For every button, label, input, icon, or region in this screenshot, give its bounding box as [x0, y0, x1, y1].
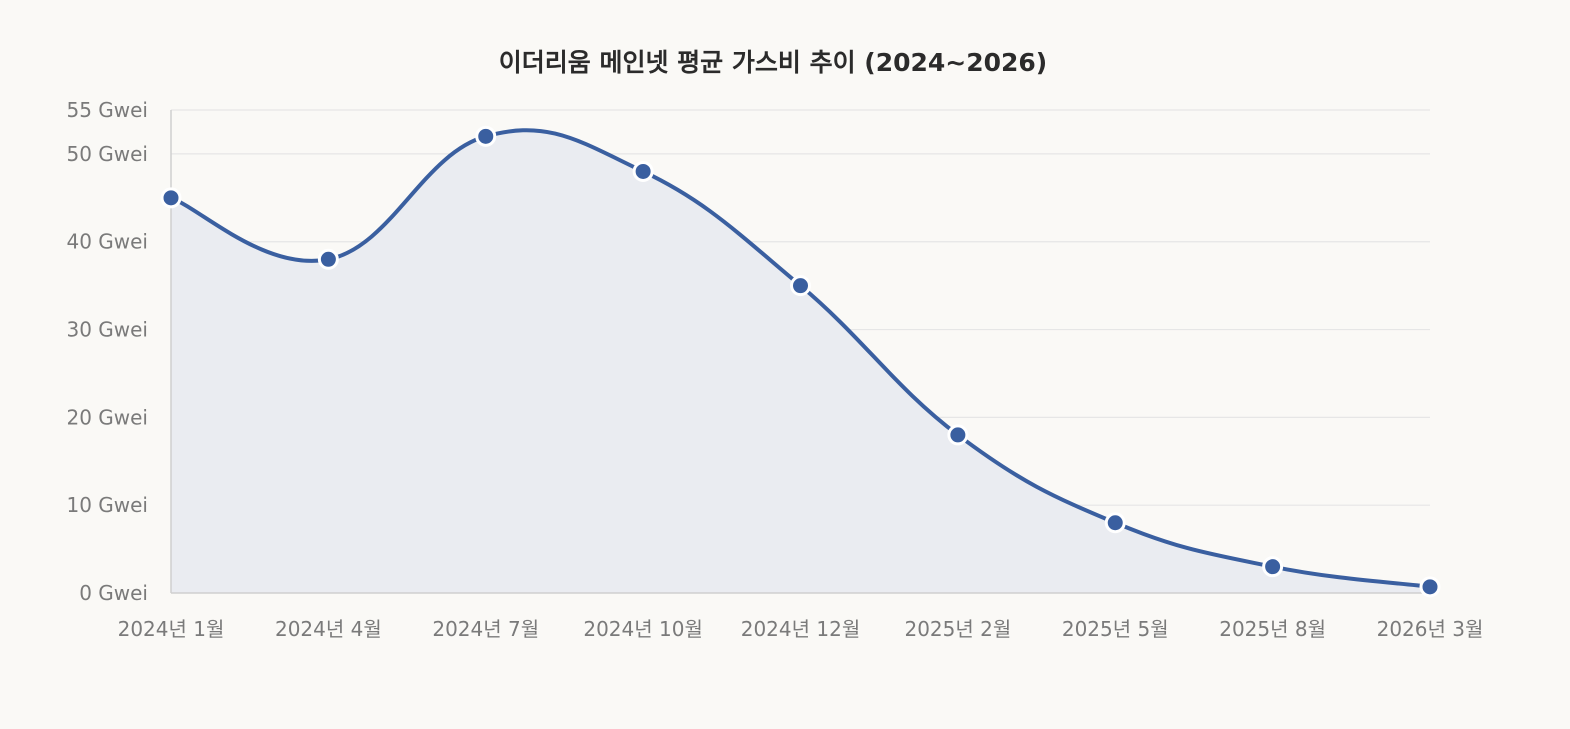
x-tick-label: 2026년 3월	[1377, 617, 1484, 641]
x-tick-label: 2024년 4월	[275, 617, 382, 641]
x-tick-labels: 2024년 1월 2024년 4월 2024년 7월 2024년 10월 2024년 1…	[118, 617, 1484, 641]
area-shape	[171, 130, 1430, 593]
data-point	[1104, 512, 1126, 534]
x-tick-label: 2024년 1월	[118, 617, 225, 641]
data-point	[160, 187, 182, 209]
data-point	[1419, 576, 1441, 598]
chart-title: 이더리움 메인넷 평균 가스비 추이 (2024~2026)	[499, 48, 1047, 77]
x-tick-label: 2024년 12월	[741, 617, 861, 641]
x-tick-label: 2025년 8월	[1219, 617, 1326, 641]
series-line-path	[169, 128, 1432, 589]
data-point	[947, 424, 969, 446]
x-tick-label: 2025년 2월	[904, 617, 1011, 641]
data-points	[160, 125, 1441, 598]
area-fill	[171, 130, 1430, 593]
data-point	[632, 160, 654, 182]
y-tick-label: 0 Gwei	[79, 581, 148, 605]
x-tick-label: 2024년 10월	[583, 617, 703, 641]
data-point	[317, 248, 339, 270]
data-point	[1262, 556, 1284, 578]
y-tick-labels: 0 Gwei 10 Gwei 20 Gwei 30 Gwei 40 Gwei 50 Gwe…	[66, 98, 148, 605]
x-tick-label: 2024년 7월	[432, 617, 539, 641]
y-tick-label: 40 Gwei	[66, 230, 148, 254]
y-tick-label: 10 Gwei	[66, 493, 148, 517]
y-tick-label: 50 Gwei	[66, 142, 148, 166]
data-point	[475, 125, 497, 147]
data-point	[790, 275, 811, 297]
series-line	[169, 128, 1432, 589]
x-tick-label: 2025년 5월	[1062, 617, 1169, 641]
y-tick-label: 30 Gwei	[66, 318, 148, 342]
y-tick-label: 20 Gwei	[66, 405, 148, 429]
y-tick-label: 55 Gwei	[66, 98, 148, 122]
